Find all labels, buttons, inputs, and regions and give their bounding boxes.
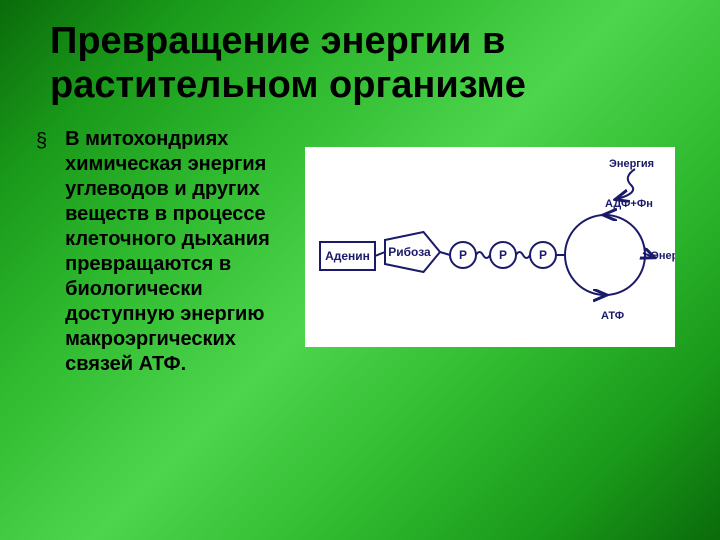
svg-text:Энергия: Энергия — [651, 250, 675, 262]
body-text: В митохондриях химическая энергия углево… — [65, 127, 295, 377]
svg-text:АТФ: АТФ — [601, 310, 624, 322]
svg-text:Аденин: Аденин — [325, 249, 370, 263]
slide-title: Превращение энергии в растительном орган… — [50, 20, 690, 107]
svg-text:P: P — [459, 248, 467, 262]
atp-diagram: Аденин Рибоза P P P — [305, 147, 675, 347]
svg-text:P: P — [499, 248, 507, 262]
bullet-block: § В митохондриях химическая энергия угле… — [30, 127, 295, 377]
svg-text:P: P — [539, 248, 547, 262]
slide: Превращение энергии в растительном орган… — [0, 0, 720, 540]
svg-text:Рибоза: Рибоза — [388, 245, 431, 259]
bullet-marker: § — [36, 131, 47, 151]
svg-text:Энергия: Энергия — [609, 158, 654, 170]
content-row: § В митохондриях химическая энергия угле… — [30, 127, 690, 377]
svg-text:АДФ+Фн: АДФ+Фн — [605, 198, 653, 210]
